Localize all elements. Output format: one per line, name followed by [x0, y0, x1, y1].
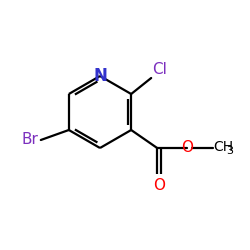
Text: O: O [181, 140, 193, 156]
Text: CH: CH [213, 140, 233, 154]
Text: 3: 3 [226, 146, 233, 156]
Text: Cl: Cl [152, 62, 167, 77]
Text: N: N [93, 67, 107, 85]
Text: O: O [153, 178, 165, 193]
Text: Br: Br [22, 132, 39, 148]
